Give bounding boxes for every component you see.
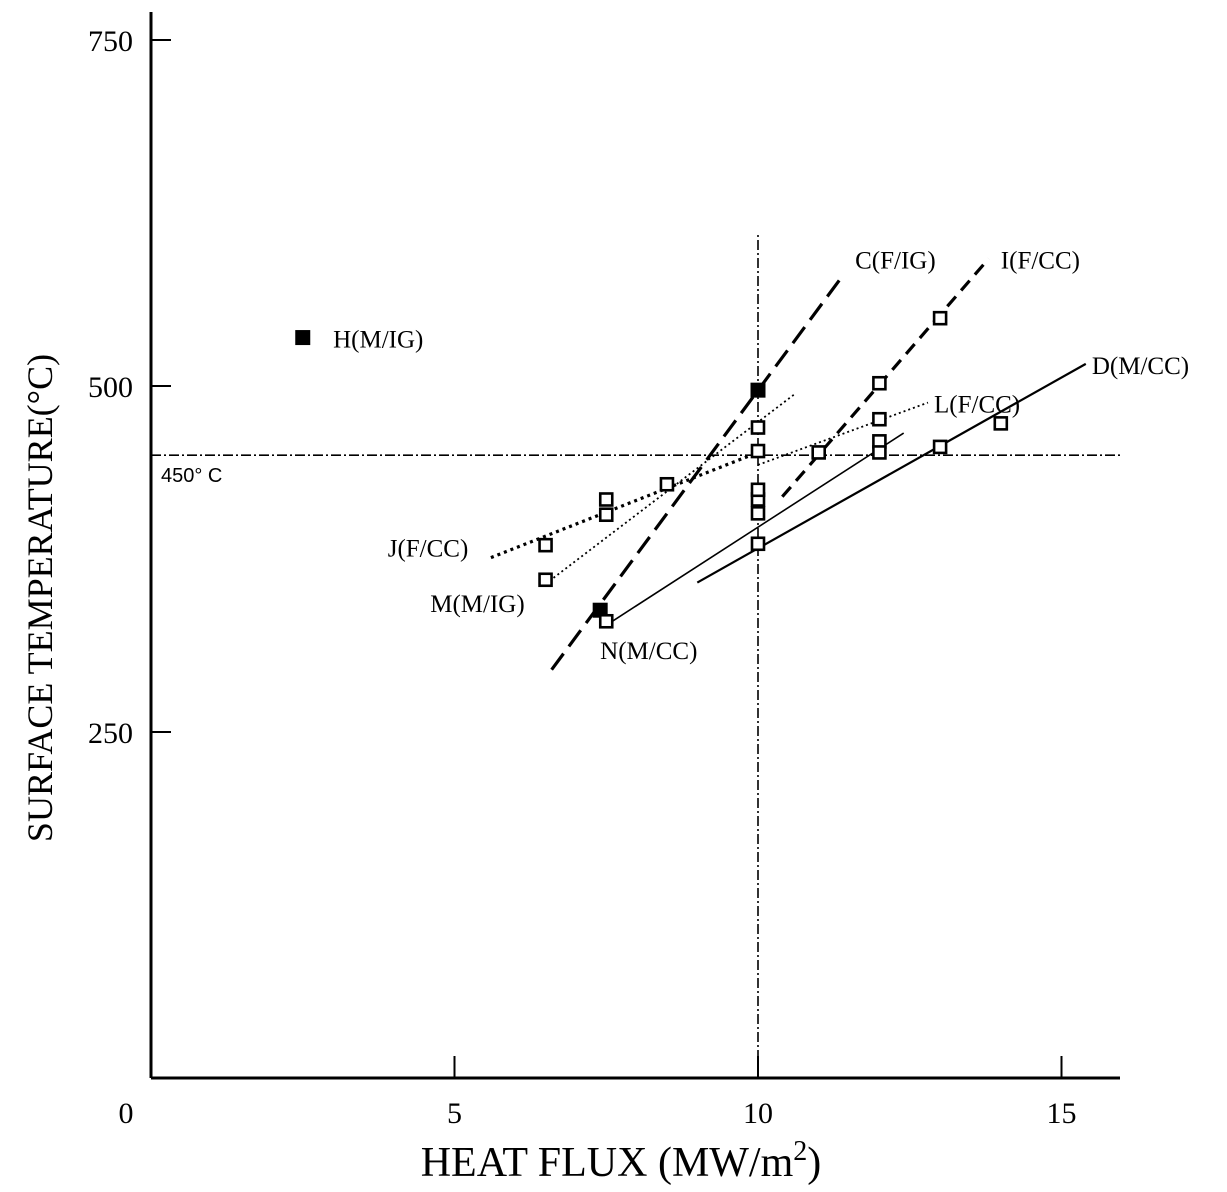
x-origin-label: 0 <box>119 1097 134 1130</box>
x-tick-label: 15 <box>1047 1097 1077 1130</box>
x-axis-title: HEAT FLUX (MW/m2) <box>421 1136 822 1186</box>
series-label-d-m-cc: D(M/CC) <box>1092 353 1189 380</box>
fit-line-n-m-cc <box>611 432 905 622</box>
marker-l-f-cc <box>872 411 887 427</box>
marker-n-m-cc <box>598 613 614 629</box>
marker-l-f-cc <box>811 445 827 460</box>
marker-j-f-cc <box>598 507 614 523</box>
marker-d-m-cc <box>932 439 948 455</box>
series-label-h-m-ig: H(M/IG) <box>333 327 423 354</box>
marker-h-m-ig <box>295 330 311 346</box>
y-axis-title: SURFACE TEMPERATURE(°C) <box>20 354 60 842</box>
marker-i-f-cc <box>932 310 948 326</box>
x-tick-label: 10 <box>743 1097 773 1130</box>
marker-m-m-ig <box>538 572 553 588</box>
marker-n-m-cc <box>750 482 766 498</box>
marker-c-f-ig <box>592 602 608 618</box>
marker-c-f-ig <box>750 382 766 398</box>
x-axis-title-superscript: 2 <box>793 1136 807 1167</box>
series-labels: H(M/IG) C(F/IG) I(F/CC) D(M/CC) L(F/CC) J(F/C… <box>333 248 1189 665</box>
fit-lines <box>490 257 1087 671</box>
marker-m-m-ig <box>750 420 766 435</box>
marker-j-f-cc <box>538 537 553 553</box>
marker-i-f-cc <box>872 375 887 391</box>
ref-line-label: 450° C <box>161 465 222 487</box>
series-label-l-f-cc: L(F/CC) <box>934 392 1020 419</box>
marker-m-m-ig <box>598 492 614 507</box>
series-label-c-f-ig: C(F/IG) <box>855 248 936 275</box>
marker-j-f-cc <box>659 476 675 492</box>
fit-line-j-f-cc <box>490 450 759 560</box>
y-tick-label: 500 <box>88 371 133 404</box>
series-label-i-f-cc: I(F/CC) <box>1001 248 1080 275</box>
reference-lines: 450° C <box>151 232 1120 1078</box>
marker-d-m-cc <box>993 416 1009 431</box>
y-tick-label: 750 <box>88 25 133 58</box>
axes: 5 10 15 250 500 750 <box>88 12 1120 1130</box>
marker-d-m-cc <box>750 536 766 552</box>
fit-line-c-f-ig <box>550 274 845 671</box>
series-label-j-f-cc: J(F/CC) <box>388 536 469 563</box>
data-markers <box>295 310 1009 629</box>
marker-n-m-cc <box>750 506 766 521</box>
x-axis-title-close: ) <box>807 1140 821 1186</box>
fit-line-l-f-cc <box>757 401 929 466</box>
x-axis-title-main: HEAT FLUX (MW/m <box>421 1140 794 1186</box>
marker-l-f-cc <box>750 443 766 459</box>
marker-n-m-cc <box>872 445 887 460</box>
series-label-n-m-cc: N(M/CC) <box>600 638 697 665</box>
y-tick-label: 250 <box>88 717 133 750</box>
series-label-m-m-ig: M(M/IG) <box>430 591 524 618</box>
x-tick-label: 5 <box>447 1097 462 1130</box>
